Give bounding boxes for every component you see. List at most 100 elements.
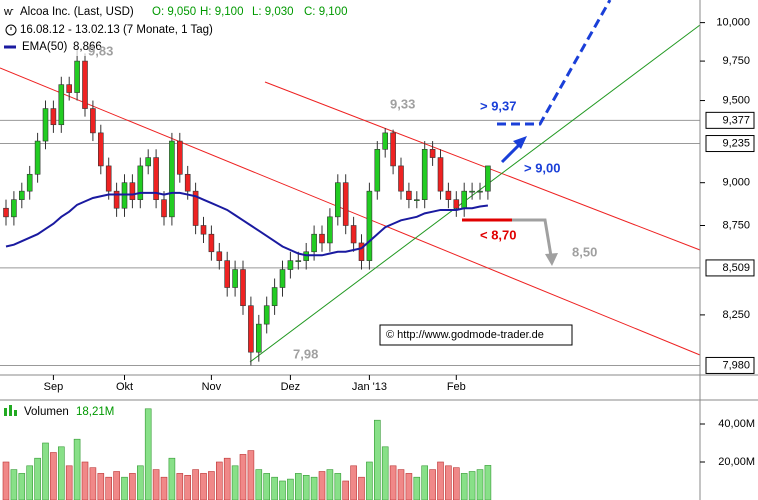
arrow-head [513, 136, 527, 149]
volume-bar [445, 465, 452, 500]
quote-item: O: 9,050 [152, 6, 196, 18]
volume-bar [421, 465, 429, 500]
volume-icon [14, 410, 17, 416]
candles [3, 48, 491, 366]
level-label: 8,509 [722, 262, 750, 274]
level-box [705, 356, 755, 374]
volume-bar [476, 469, 484, 500]
volume-bar [176, 473, 184, 500]
volume-bar [358, 476, 365, 500]
arrow-head [545, 253, 558, 266]
volume-bar [460, 473, 468, 500]
candle-body [453, 199, 460, 209]
trend-line [249, 24, 701, 363]
volume-bar [18, 473, 26, 500]
y-tick-label: 9,750 [722, 55, 750, 67]
annotation: 9,83 [88, 43, 113, 58]
volume-bar [294, 473, 302, 500]
volume-bar [57, 446, 65, 500]
candle-body [240, 269, 246, 307]
candle-body [192, 190, 199, 226]
volume-bar [271, 476, 278, 500]
candle-body [200, 225, 207, 235]
y-tick-label: 9,500 [722, 94, 750, 106]
volume-bar [144, 408, 152, 500]
volume-bar [326, 469, 334, 500]
candle-body [295, 260, 302, 262]
candle-body [232, 269, 238, 288]
candle-body [271, 287, 278, 307]
volume-bar [366, 461, 373, 500]
clock-icon [5, 24, 17, 36]
volume-bar [152, 469, 160, 500]
candle-body [82, 60, 88, 109]
candle-body [279, 269, 286, 288]
candle-body [406, 190, 412, 200]
volume-bar [239, 454, 247, 500]
candle-body [421, 149, 428, 200]
volume-bar [89, 467, 97, 500]
x-tick-label: Okt [116, 381, 133, 393]
volume-bar [50, 452, 57, 500]
candle-body [161, 199, 167, 218]
volume-bar [389, 465, 397, 500]
candle-body [18, 190, 25, 200]
x-tick-label: Nov [202, 381, 222, 393]
candle-body [445, 190, 452, 200]
candle-body [469, 190, 475, 193]
candle-body [327, 216, 333, 244]
volume-bar [10, 469, 18, 500]
y-tick-label: 8,250 [722, 309, 750, 321]
volume-bar [97, 473, 105, 500]
volume-bar [2, 461, 10, 500]
volume-bar [279, 480, 286, 500]
level-label: 7,980 [722, 359, 750, 371]
volume-icon [9, 405, 12, 416]
volume-bar [26, 465, 34, 500]
candle-body [26, 173, 33, 192]
volume-bar [42, 442, 49, 500]
volume-icon [4, 408, 7, 416]
candle-body [334, 182, 341, 218]
quote-item: L: 9,030 [252, 6, 294, 18]
candle-body [137, 165, 144, 200]
y-tick-label: 10,000 [716, 17, 750, 29]
annotation: 7,98 [293, 346, 318, 361]
candle-body [255, 323, 262, 353]
candle-body [129, 182, 136, 200]
icon: ⱳ [3, 6, 14, 18]
header-bg [0, 0, 400, 56]
candle-body [98, 132, 104, 167]
candle-body [145, 157, 151, 167]
annotation: < 8,70 [480, 227, 517, 242]
volume-bar [302, 474, 310, 500]
candle-body [11, 199, 17, 218]
volume-bar [437, 461, 444, 500]
volume-bar [255, 469, 263, 500]
level-box [705, 135, 755, 153]
candle-body [437, 157, 444, 192]
candle-body [319, 233, 325, 244]
volume-tick-label: 40,00M [718, 418, 755, 430]
candle-body [208, 233, 215, 253]
period: 16.08.12 - 13.02.13 (7 Monate, 1 Tag) [20, 24, 213, 36]
candle-body [153, 157, 159, 200]
volume-bar [484, 465, 492, 500]
volume-bar [73, 438, 81, 500]
candle-body [461, 190, 468, 209]
annotation: > 9,37 [480, 98, 517, 113]
x-tick-label: Sep [44, 381, 64, 393]
volume-bar [310, 476, 318, 500]
volume-bar [468, 471, 476, 500]
candle-body [350, 225, 357, 244]
ema-line [5, 191, 489, 257]
quote-item: H: 9,100 [200, 6, 243, 18]
volume-bar [342, 480, 350, 500]
volume-bar [65, 465, 73, 500]
candle-body [263, 305, 270, 325]
volume-bar [121, 476, 128, 500]
candle-body [429, 149, 436, 158]
volume-bar [223, 457, 231, 500]
level-label: 9,377 [722, 114, 750, 126]
